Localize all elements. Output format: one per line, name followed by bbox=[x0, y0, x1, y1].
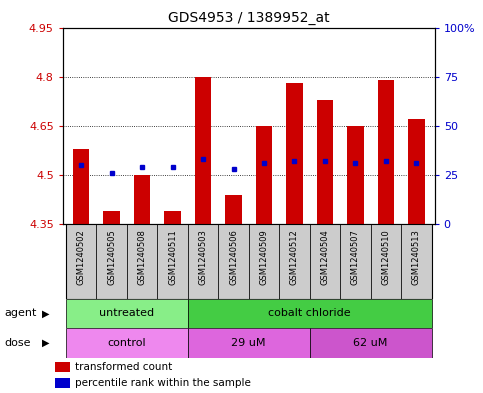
Bar bbox=[286, 83, 303, 224]
Bar bbox=[127, 224, 157, 299]
Text: GSM1240507: GSM1240507 bbox=[351, 229, 360, 285]
Bar bbox=[225, 195, 242, 224]
Bar bbox=[134, 175, 150, 224]
Bar bbox=[66, 328, 188, 358]
Bar bbox=[256, 126, 272, 224]
Text: GSM1240502: GSM1240502 bbox=[77, 229, 85, 285]
Bar bbox=[378, 80, 394, 224]
Text: GSM1240512: GSM1240512 bbox=[290, 229, 299, 285]
Bar bbox=[188, 328, 310, 358]
Bar bbox=[103, 211, 120, 224]
Bar bbox=[249, 224, 279, 299]
Text: dose: dose bbox=[5, 338, 31, 348]
Text: GSM1240510: GSM1240510 bbox=[382, 229, 390, 285]
Text: GSM1240509: GSM1240509 bbox=[259, 229, 269, 285]
Text: untreated: untreated bbox=[99, 309, 155, 318]
Bar bbox=[188, 299, 432, 328]
Bar bbox=[279, 224, 310, 299]
Bar bbox=[218, 224, 249, 299]
Bar bbox=[66, 299, 188, 328]
Text: transformed count: transformed count bbox=[75, 362, 172, 372]
Text: GSM1240506: GSM1240506 bbox=[229, 229, 238, 285]
Text: GSM1240505: GSM1240505 bbox=[107, 229, 116, 285]
Text: GSM1240504: GSM1240504 bbox=[320, 229, 329, 285]
Text: GSM1240503: GSM1240503 bbox=[199, 229, 208, 285]
Bar bbox=[195, 77, 212, 224]
Text: agent: agent bbox=[5, 309, 37, 318]
Bar bbox=[164, 211, 181, 224]
Text: ▶: ▶ bbox=[42, 309, 50, 318]
Bar bbox=[340, 224, 370, 299]
Text: 29 uM: 29 uM bbox=[231, 338, 266, 348]
Bar bbox=[310, 224, 340, 299]
Text: GSM1240513: GSM1240513 bbox=[412, 229, 421, 285]
Text: GSM1240508: GSM1240508 bbox=[138, 229, 146, 285]
Bar bbox=[347, 126, 364, 224]
Bar bbox=[157, 224, 188, 299]
Text: cobalt chloride: cobalt chloride bbox=[269, 309, 351, 318]
Bar bbox=[55, 362, 70, 372]
Bar bbox=[370, 224, 401, 299]
Text: GSM1240511: GSM1240511 bbox=[168, 229, 177, 285]
Bar bbox=[96, 224, 127, 299]
Bar bbox=[316, 99, 333, 224]
Bar bbox=[73, 149, 89, 224]
Text: control: control bbox=[108, 338, 146, 348]
Bar bbox=[66, 224, 96, 299]
Text: 62 uM: 62 uM bbox=[354, 338, 388, 348]
Text: ▶: ▶ bbox=[42, 338, 50, 348]
Bar bbox=[408, 119, 425, 224]
Bar bbox=[310, 328, 432, 358]
Title: GDS4953 / 1389952_at: GDS4953 / 1389952_at bbox=[168, 11, 329, 25]
Text: percentile rank within the sample: percentile rank within the sample bbox=[75, 378, 251, 387]
Bar bbox=[55, 378, 70, 388]
Bar bbox=[188, 224, 218, 299]
Bar bbox=[401, 224, 432, 299]
